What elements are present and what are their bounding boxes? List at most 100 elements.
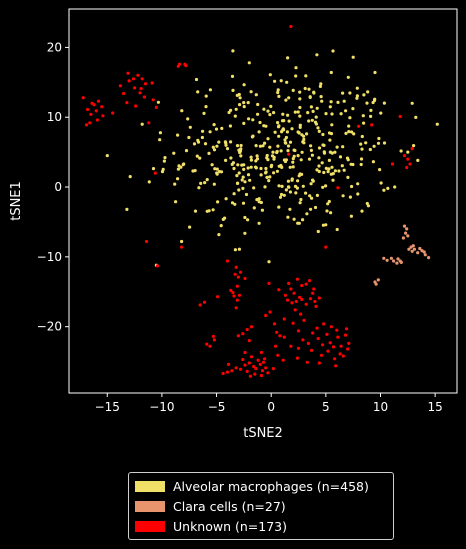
point-alveolar-macrophage — [356, 182, 360, 186]
point-alveolar-macrophage — [215, 167, 219, 171]
point-alveolar-macrophage — [237, 247, 241, 251]
point-alveolar-macrophage — [277, 94, 281, 98]
point-alveolar-macrophage — [272, 111, 276, 115]
y-tick-label: 0 — [54, 180, 62, 194]
point-alveolar-macrophage — [210, 163, 214, 167]
point-alveolar-macrophage — [297, 131, 301, 135]
point-alveolar-macrophage — [355, 94, 359, 98]
point-alveolar-macrophage — [348, 116, 352, 120]
point-clara-cell — [395, 261, 399, 265]
point-unknown — [154, 105, 158, 109]
point-alveolar-macrophage — [393, 185, 397, 189]
y-tick-label: −10 — [37, 250, 62, 264]
point-unknown — [278, 334, 282, 338]
point-alveolar-macrophage — [234, 107, 238, 111]
point-alveolar-macrophage — [248, 178, 252, 182]
point-alveolar-macrophage — [300, 150, 304, 154]
point-unknown — [298, 295, 302, 299]
point-alveolar-macrophage — [256, 112, 260, 116]
point-unknown — [230, 369, 234, 373]
point-alveolar-macrophage — [369, 114, 373, 118]
point-alveolar-macrophage — [278, 195, 283, 199]
point-unknown — [335, 328, 339, 332]
point-unknown — [312, 287, 316, 291]
x-tick-label: 15 — [428, 400, 443, 414]
point-unknown — [274, 344, 278, 348]
point-alveolar-macrophage — [268, 175, 272, 179]
point-alveolar-macrophage — [228, 124, 232, 128]
point-alveolar-macrophage — [263, 141, 267, 145]
point-alveolar-macrophage — [319, 95, 323, 99]
point-unknown — [145, 239, 149, 244]
point-clara-cell — [411, 244, 415, 248]
point-unknown — [245, 369, 249, 373]
point-alveolar-macrophage — [197, 186, 201, 190]
point-unknown — [235, 284, 239, 288]
point-alveolar-macrophage — [240, 163, 244, 167]
point-alveolar-macrophage — [356, 192, 360, 196]
point-unknown — [398, 114, 402, 119]
point-alveolar-macrophage — [249, 158, 253, 162]
point-alveolar-macrophage — [232, 166, 236, 171]
point-alveolar-macrophage — [252, 186, 256, 190]
point-alveolar-macrophage — [371, 100, 375, 105]
point-unknown — [101, 114, 105, 118]
point-alveolar-macrophage — [382, 188, 386, 192]
point-alveolar-macrophage — [309, 207, 313, 211]
point-alveolar-macrophage — [198, 156, 202, 160]
point-alveolar-macrophage — [305, 132, 309, 136]
point-alveolar-macrophage — [351, 107, 355, 111]
point-alveolar-macrophage — [344, 131, 348, 135]
point-alveolar-macrophage — [261, 144, 265, 148]
point-unknown — [245, 327, 249, 332]
point-unknown — [311, 331, 315, 335]
point-alveolar-macrophage — [243, 215, 247, 220]
point-alveolar-macrophage — [406, 150, 410, 154]
point-alveolar-macrophage — [259, 173, 263, 177]
point-clara-cell — [418, 246, 422, 251]
point-alveolar-macrophage — [298, 114, 302, 118]
point-alveolar-macrophage — [294, 191, 298, 195]
point-alveolar-macrophage — [235, 181, 240, 185]
point-alveolar-macrophage — [312, 91, 316, 95]
point-alveolar-macrophage — [311, 109, 315, 113]
legend-label: Alveolar macrophages (n=458) — [173, 479, 369, 494]
y-axis-label: tSNE1 — [9, 181, 24, 221]
point-unknown — [133, 86, 137, 90]
point-alveolar-macrophage — [186, 117, 190, 121]
point-alveolar-macrophage — [276, 88, 280, 92]
point-alveolar-macrophage — [211, 208, 215, 212]
point-unknown — [155, 264, 160, 268]
point-unknown — [243, 363, 247, 367]
point-alveolar-macrophage — [247, 61, 251, 65]
point-alveolar-macrophage — [314, 115, 318, 119]
point-unknown — [286, 298, 290, 302]
point-alveolar-macrophage — [265, 175, 269, 179]
point-unknown — [345, 327, 349, 331]
point-alveolar-macrophage — [176, 177, 180, 181]
point-unknown — [247, 339, 251, 343]
point-alveolar-macrophage — [221, 217, 225, 221]
point-unknown — [295, 356, 299, 360]
point-unknown — [211, 334, 215, 338]
point-alveolar-macrophage — [279, 149, 283, 153]
point-alveolar-macrophage — [196, 140, 201, 144]
point-unknown — [134, 104, 138, 108]
point-unknown — [258, 362, 262, 366]
point-unknown — [100, 105, 104, 109]
point-alveolar-macrophage — [365, 201, 369, 206]
point-unknown — [275, 330, 279, 334]
point-alveolar-macrophage — [280, 130, 284, 134]
point-alveolar-macrophage — [330, 112, 334, 116]
point-alveolar-macrophage — [256, 102, 260, 107]
point-alveolar-macrophage — [241, 201, 246, 205]
point-alveolar-macrophage — [188, 225, 192, 229]
point-alveolar-macrophage — [128, 175, 132, 179]
point-alveolar-macrophage — [196, 90, 200, 94]
point-clara-cell — [422, 250, 426, 254]
point-alveolar-macrophage — [325, 209, 329, 213]
point-alveolar-macrophage — [310, 196, 314, 200]
point-alveolar-macrophage — [291, 88, 295, 92]
point-alveolar-macrophage — [327, 167, 331, 171]
point-alveolar-macrophage — [286, 185, 291, 189]
